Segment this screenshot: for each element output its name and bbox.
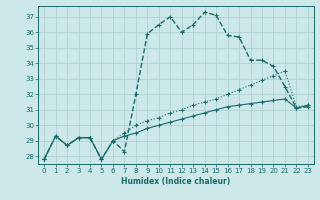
X-axis label: Humidex (Indice chaleur): Humidex (Indice chaleur) [121,177,231,186]
